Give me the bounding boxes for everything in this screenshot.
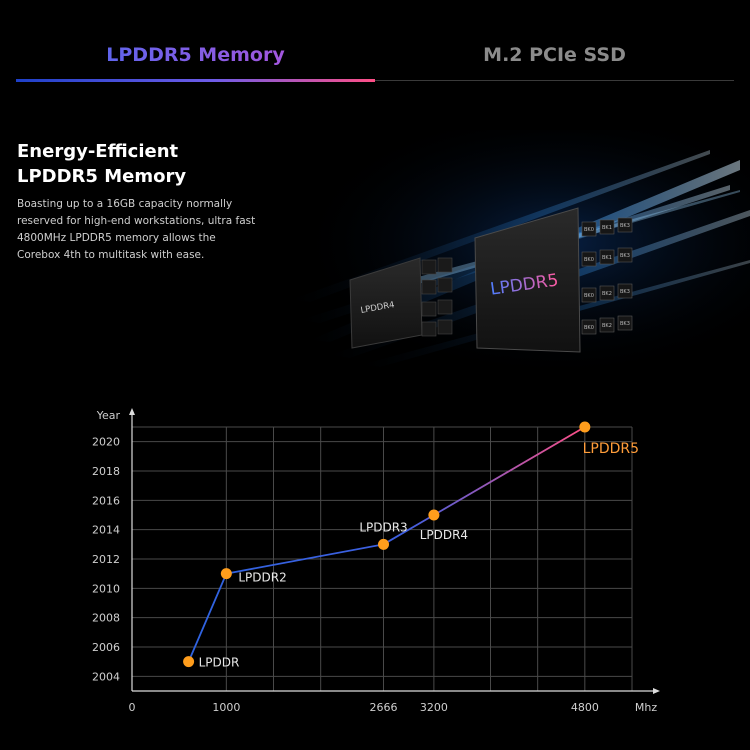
x-axis-arrow xyxy=(653,688,660,694)
bank-label: BK0 xyxy=(584,325,594,331)
tab-divider xyxy=(16,80,734,81)
memory-bank-grid: BK0 BK1 BK3 BK0 BK1 BK3 BK0 BK2 BK3 BK0 … xyxy=(581,217,633,335)
bank-label: BK0 xyxy=(584,257,594,263)
chart-svg: 2004 2006 2008 2010 2012 2014 2016 2018 2020 Year… xyxy=(92,408,660,714)
memory-chips-graphic: LPDDR4 LPDDR5 BK0 BK1 BK3 BK0 xyxy=(270,130,750,380)
y-tick-label: 2004 xyxy=(92,670,120,683)
y-tick-label: 2016 xyxy=(92,494,120,507)
hero-title-line-2: LPDDR5 Memory xyxy=(17,166,187,187)
x-axis-label: Mhz xyxy=(635,701,657,714)
data-point xyxy=(183,656,195,668)
data-label: LPDDR2 xyxy=(238,571,286,585)
data-labels: LPDDR LPDDR2 LPDDR3 LPDDR4 LPDDR5 xyxy=(199,441,639,670)
memory-chips-illustration: LPDDR4 LPDDR5 BK0 BK1 BK3 BK0 xyxy=(270,130,750,380)
x-tick-label: 0 xyxy=(129,701,136,714)
y-tick-label: 2010 xyxy=(92,582,120,595)
bank-label: BK3 xyxy=(620,289,630,295)
grid-lines xyxy=(132,426,633,691)
y-tick-label: 2012 xyxy=(92,553,120,566)
tab-m2-pcie-ssd[interactable]: M.2 PCIe SSD xyxy=(483,44,626,66)
y-axis-arrow xyxy=(129,408,135,415)
data-label: LPDDR3 xyxy=(359,520,407,534)
y-tick-label: 2018 xyxy=(92,465,120,478)
bank-label: BK0 xyxy=(584,227,594,233)
bank-label: BK3 xyxy=(620,321,630,327)
x-tick-label: 3200 xyxy=(420,701,448,714)
data-point xyxy=(378,538,390,550)
bank-label: BK1 xyxy=(602,255,612,261)
tick-labels: 2004 2006 2008 2010 2012 2014 2016 2018 2020 Year… xyxy=(92,409,657,714)
y-tick-label: 2006 xyxy=(92,641,120,654)
x-tick-label: 4800 xyxy=(571,701,599,714)
memory-evolution-chart: 2004 2006 2008 2010 2012 2014 2016 2018 2020 Year… xyxy=(0,395,750,725)
hero-description: Boasting up to a 16GB capacity normally … xyxy=(17,198,256,261)
data-label: LPDDR4 xyxy=(420,528,468,542)
y-tick-label: 2014 xyxy=(92,524,120,537)
lpddr5-chip: LPDDR5 xyxy=(474,207,581,353)
data-points xyxy=(183,421,591,668)
tab-bar: LPDDR5 Memory M.2 PCIe SSD xyxy=(16,36,734,82)
bank-label: BK1 xyxy=(602,225,612,231)
hero-title: Energy-Efficient LPDDR5 Memory xyxy=(17,139,277,189)
data-point xyxy=(220,568,232,580)
bank-label: BK3 xyxy=(620,253,630,259)
active-tab-indicator xyxy=(16,79,375,82)
data-label: LPDDR5 xyxy=(583,441,639,457)
bank-label: BK2 xyxy=(602,323,612,329)
hero-title-line-1: Energy-Efficient xyxy=(17,141,179,162)
axes xyxy=(129,408,660,694)
lpddr4-chip: LPDDR4 xyxy=(349,257,453,349)
data-label: LPDDR xyxy=(199,656,240,670)
x-tick-label: 2666 xyxy=(370,701,398,714)
tab-lpddr5-memory[interactable]: LPDDR5 Memory xyxy=(16,44,375,66)
bank-label: BK0 xyxy=(584,293,594,299)
bank-label: BK2 xyxy=(602,291,612,297)
data-point xyxy=(579,421,591,433)
bank-label: BK3 xyxy=(620,223,630,229)
y-tick-label: 2020 xyxy=(92,436,120,449)
data-point xyxy=(428,509,440,521)
y-tick-label: 2008 xyxy=(92,612,120,625)
x-tick-label: 1000 xyxy=(212,701,240,714)
y-axis-label: Year xyxy=(96,409,121,422)
